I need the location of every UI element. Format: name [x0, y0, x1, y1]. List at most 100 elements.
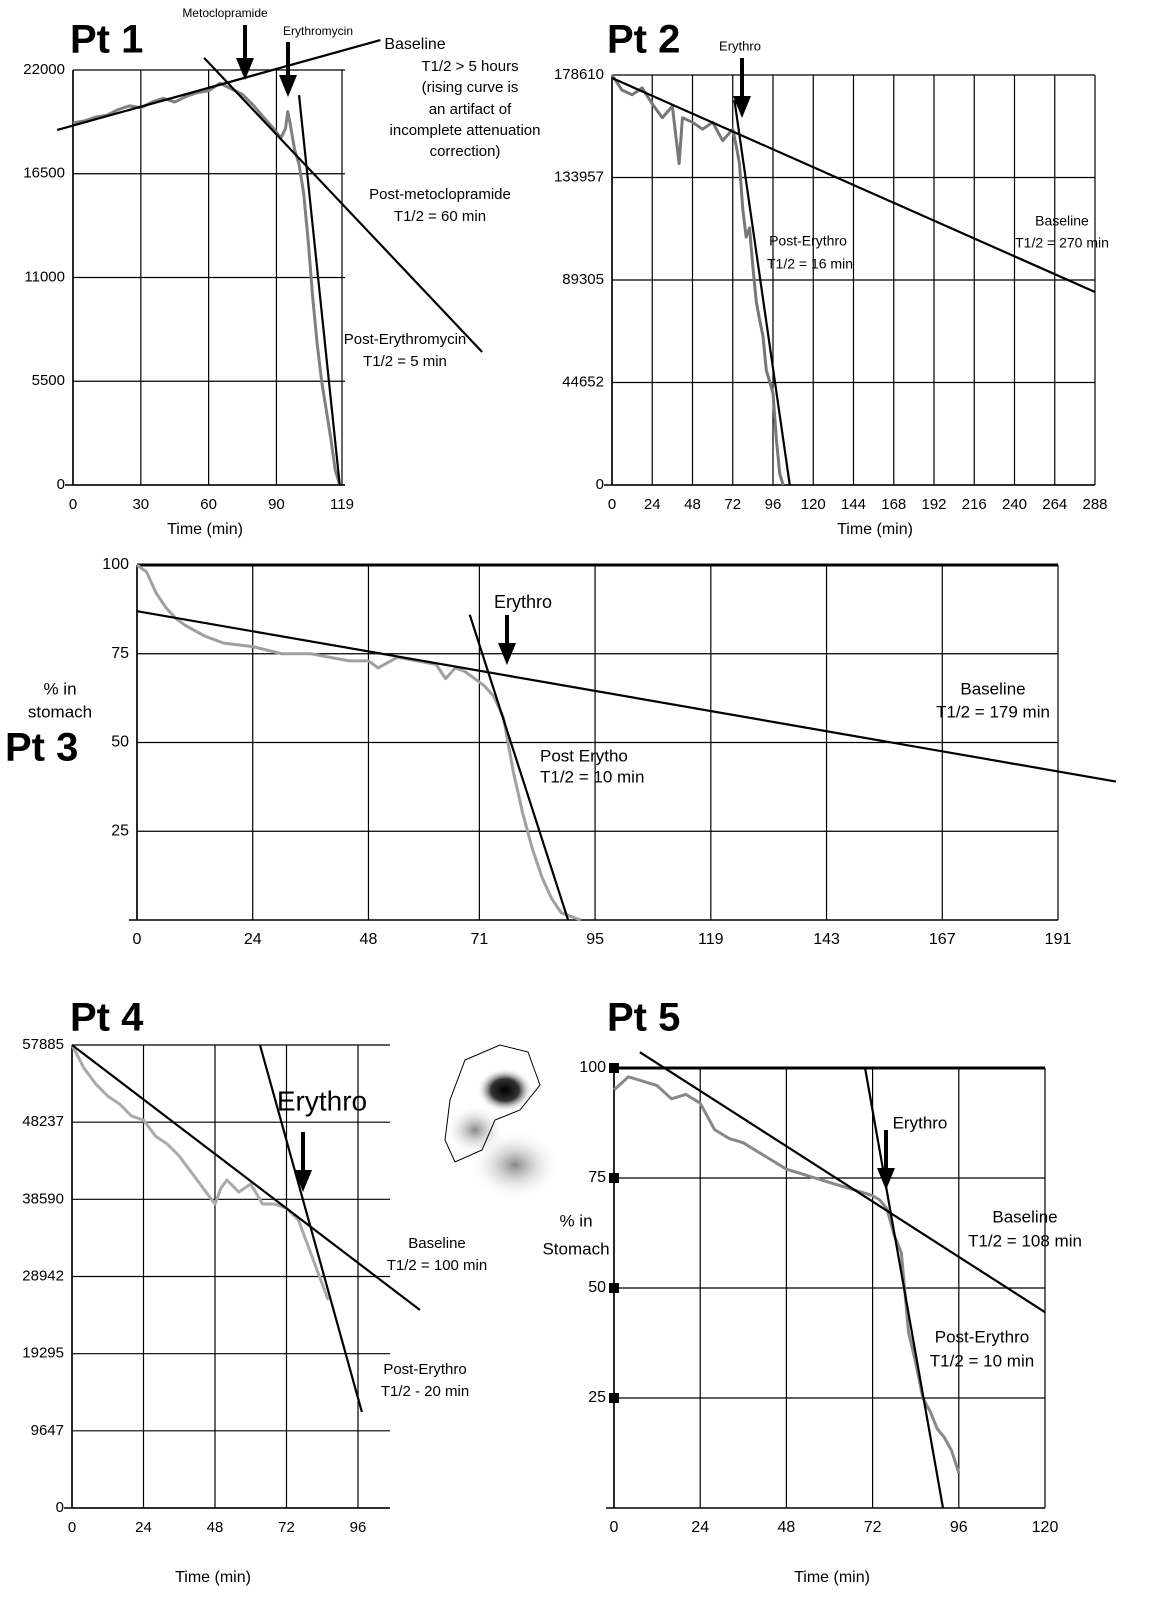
annotation: T1/2 = 100 min	[387, 1257, 487, 1274]
annotation: T1/2 = 108 min	[968, 1231, 1082, 1250]
y-tick-label: 16500	[23, 165, 65, 182]
x-tick-label: 192	[921, 496, 946, 513]
annotation: Post-Erythro	[935, 1327, 1029, 1346]
data-line	[72, 81, 342, 486]
chart-title: Pt 3	[5, 726, 78, 770]
annotation: T1/2 = 10 min	[540, 767, 644, 786]
y-tick-label: 57885	[22, 1036, 64, 1053]
y-axis-label: % in	[43, 679, 76, 698]
annotation: (rising curve is	[422, 79, 519, 96]
x-axis-label: Time (min)	[167, 521, 243, 538]
annotation: Post-Erythro	[769, 233, 847, 249]
fit-line	[56, 38, 381, 132]
annotation: Post-metoclopramide	[369, 186, 511, 203]
scan-image	[444, 1044, 560, 1200]
x-tick-label: 96	[350, 1519, 367, 1536]
x-tick-label: 24	[644, 496, 661, 513]
x-tick-label: 30	[132, 496, 149, 513]
arrow-head	[877, 1168, 895, 1190]
x-tick-label: 96	[765, 496, 782, 513]
y-tick-label: 178610	[554, 66, 604, 83]
annotation: T1/2 = 179 min	[936, 702, 1050, 721]
y-tick-label: 11000	[24, 268, 65, 285]
annotation: Post-Erythromycin	[344, 331, 467, 348]
x-tick-label: 240	[1002, 496, 1027, 513]
annotation: Post Erytho	[540, 746, 628, 765]
x-tick-label: 167	[929, 931, 956, 948]
annotation: Erythro	[494, 592, 552, 612]
x-tick-label: 96	[950, 1519, 968, 1536]
x-tick-label: 0	[68, 1519, 76, 1536]
annotation: T1/2 - 20 min	[381, 1383, 469, 1400]
annotation: T1/2 > 5 hours	[421, 58, 518, 75]
fit-line	[258, 1044, 363, 1413]
annotation: T1/2 = 5 min	[363, 353, 447, 370]
fit-line	[733, 99, 791, 486]
y-tick-label: 0	[596, 476, 604, 493]
data-line	[70, 1044, 330, 1301]
y-tick-label: 50	[588, 1279, 606, 1296]
x-tick-label: 24	[691, 1519, 709, 1536]
fit-line	[297, 94, 341, 486]
annotation: Erythromycin	[283, 24, 353, 38]
annotation: T1/2 = 270 min	[1015, 235, 1109, 251]
fit-line	[863, 1067, 945, 1509]
y-tick-label: 89305	[562, 271, 604, 288]
annotation: T1/2 = 60 min	[394, 208, 486, 225]
annotation: Baseline	[960, 679, 1025, 698]
y-tick-label: 22000	[23, 61, 65, 78]
x-tick-label: 72	[278, 1519, 295, 1536]
y-tick-label: 28942	[22, 1267, 64, 1284]
annotation: T1/2 = 16 min	[767, 256, 853, 272]
chart-title: Pt 2	[607, 18, 680, 62]
annotation: Metoclopramide	[182, 6, 268, 20]
y-tick-label: 133957	[554, 168, 604, 185]
fit-line	[203, 57, 483, 353]
y-tick-label: 50	[111, 734, 129, 751]
x-tick-label: 48	[778, 1519, 796, 1536]
x-axis-label: Time (min)	[837, 521, 913, 538]
y-axis-label: % in	[559, 1211, 592, 1230]
annotation: an artifact of	[429, 101, 512, 118]
x-tick-label: 24	[244, 931, 262, 948]
x-tick-label: 120	[801, 496, 826, 513]
x-tick-label: 144	[841, 496, 866, 513]
arrow-head	[236, 58, 254, 80]
y-axis-label: stomach	[28, 702, 92, 721]
annotation: Baseline	[992, 1207, 1057, 1226]
y-tick-label: 75	[111, 645, 129, 662]
y-tick-label: 25	[588, 1389, 606, 1406]
chart-title: Pt 5	[607, 996, 680, 1040]
data-line	[610, 74, 785, 486]
x-axis-label: Time (min)	[794, 1569, 870, 1586]
annotation: Erythro	[277, 1085, 367, 1116]
annotation: correction)	[430, 143, 501, 160]
x-tick-label: 24	[135, 1519, 152, 1536]
fit-line	[639, 1051, 1046, 1314]
y-tick-label: 0	[57, 476, 65, 493]
x-tick-label: 72	[724, 496, 741, 513]
x-tick-label: 0	[610, 1519, 619, 1536]
x-tick-label: 119	[330, 496, 354, 513]
x-tick-label: 120	[1032, 1519, 1059, 1536]
chart-title: Pt 4	[70, 996, 144, 1040]
x-axis-label: Time (min)	[175, 1569, 251, 1586]
y-tick-label: 0	[56, 1499, 64, 1516]
chart-title: Pt 1	[70, 18, 143, 62]
annotation: Erythro	[893, 1113, 948, 1132]
x-tick-label: 90	[268, 496, 285, 513]
y-tick-label: 100	[102, 556, 129, 573]
annotation: Post-Erythro	[383, 1361, 466, 1378]
y-tick-label: 44652	[562, 373, 604, 390]
x-tick-label: 168	[881, 496, 906, 513]
fit-line	[468, 614, 570, 921]
x-tick-label: 0	[133, 931, 142, 948]
x-tick-label: 264	[1042, 496, 1067, 513]
arrow-head	[279, 75, 297, 97]
x-tick-label: 288	[1082, 496, 1107, 513]
arrow-head	[733, 96, 751, 118]
y-tick-label: 19295	[22, 1345, 64, 1362]
y-tick-label: 5500	[32, 372, 65, 389]
x-tick-label: 60	[200, 496, 217, 513]
